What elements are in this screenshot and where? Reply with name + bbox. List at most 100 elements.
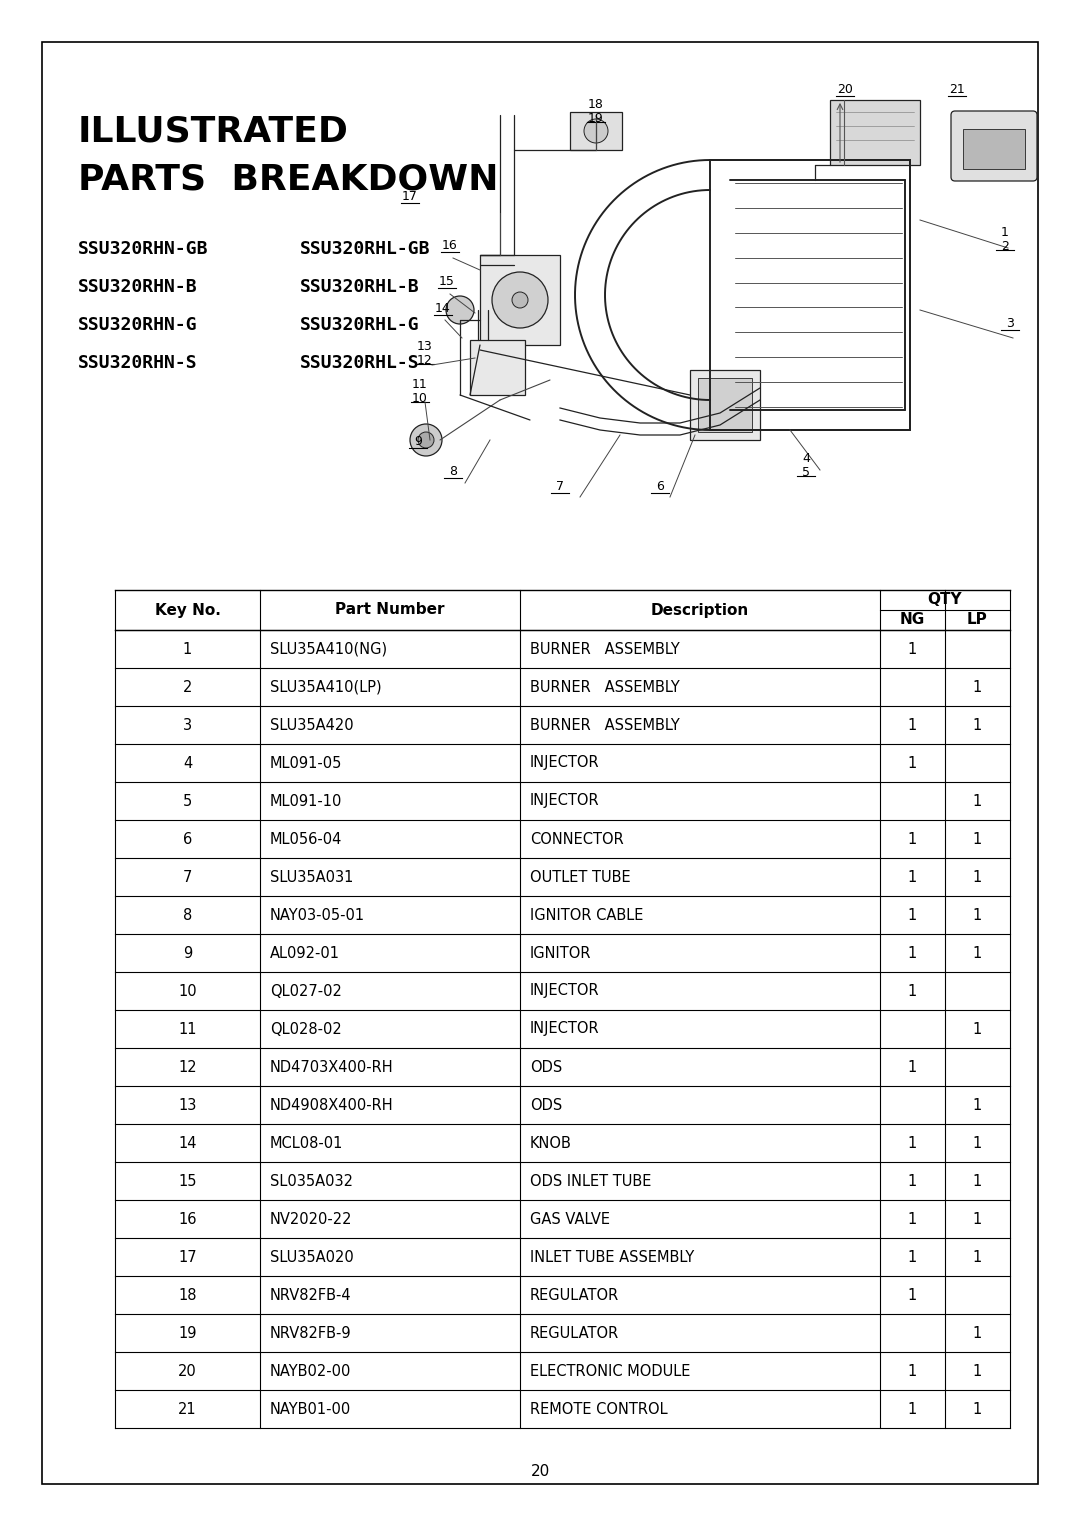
Bar bbox=[480, 255, 561, 345]
Text: 4: 4 bbox=[183, 755, 192, 771]
Text: 14: 14 bbox=[435, 302, 450, 314]
Text: REGULATOR: REGULATOR bbox=[530, 1288, 619, 1303]
Text: ND4703X400-RH: ND4703X400-RH bbox=[270, 1059, 393, 1074]
Text: ML056-04: ML056-04 bbox=[270, 832, 342, 847]
Text: NRV82FB-4: NRV82FB-4 bbox=[270, 1288, 352, 1303]
Text: QTY: QTY bbox=[928, 592, 962, 607]
Circle shape bbox=[512, 291, 528, 308]
Text: 1: 1 bbox=[973, 946, 982, 960]
Text: IGNITOR CABLE: IGNITOR CABLE bbox=[530, 908, 644, 923]
Text: SSU320RHN-GB: SSU320RHN-GB bbox=[78, 240, 208, 258]
FancyBboxPatch shape bbox=[951, 111, 1037, 182]
Text: 21: 21 bbox=[949, 82, 964, 96]
Text: 1: 1 bbox=[973, 1021, 982, 1036]
Text: SSU320RHL-B: SSU320RHL-B bbox=[300, 278, 420, 296]
Text: 1: 1 bbox=[908, 755, 917, 771]
Text: SLU35A420: SLU35A420 bbox=[270, 717, 353, 732]
Text: 1: 1 bbox=[973, 870, 982, 885]
Text: 6: 6 bbox=[656, 481, 664, 493]
Text: 11: 11 bbox=[178, 1021, 197, 1036]
Text: 1: 1 bbox=[1001, 226, 1009, 240]
Text: REMOTE CONTROL: REMOTE CONTROL bbox=[530, 1401, 667, 1416]
Text: 1: 1 bbox=[908, 870, 917, 885]
Text: 21: 21 bbox=[178, 1401, 197, 1416]
Text: SSU320RHL-G: SSU320RHL-G bbox=[300, 316, 420, 334]
Bar bbox=[690, 369, 760, 439]
Text: QL028-02: QL028-02 bbox=[270, 1021, 341, 1036]
Text: NRV82FB-9: NRV82FB-9 bbox=[270, 1326, 352, 1340]
Text: 1: 1 bbox=[973, 832, 982, 847]
Text: 1: 1 bbox=[908, 1250, 917, 1265]
Text: 20: 20 bbox=[530, 1463, 550, 1479]
Text: 1: 1 bbox=[908, 1173, 917, 1189]
Text: 20: 20 bbox=[837, 82, 853, 96]
Text: KNOB: KNOB bbox=[530, 1135, 572, 1151]
Text: SSU320RHN-S: SSU320RHN-S bbox=[78, 354, 198, 372]
Text: 18: 18 bbox=[178, 1288, 197, 1303]
Text: ODS: ODS bbox=[530, 1059, 563, 1074]
Text: 14: 14 bbox=[178, 1135, 197, 1151]
Text: LP: LP bbox=[967, 612, 988, 627]
Text: 3: 3 bbox=[1007, 317, 1014, 330]
Text: SLU35A031: SLU35A031 bbox=[270, 870, 353, 885]
Circle shape bbox=[418, 432, 434, 449]
Text: 1: 1 bbox=[908, 1212, 917, 1227]
Bar bbox=[698, 378, 752, 432]
Text: Part Number: Part Number bbox=[335, 603, 445, 618]
Text: 19: 19 bbox=[178, 1326, 197, 1340]
Text: INLET TUBE ASSEMBLY: INLET TUBE ASSEMBLY bbox=[530, 1250, 694, 1265]
Text: 12: 12 bbox=[178, 1059, 197, 1074]
Text: 1: 1 bbox=[908, 717, 917, 732]
Text: 1: 1 bbox=[973, 717, 982, 732]
Text: BURNER   ASSEMBLY: BURNER ASSEMBLY bbox=[530, 679, 679, 694]
Text: 9: 9 bbox=[414, 435, 422, 449]
Text: 1: 1 bbox=[973, 1250, 982, 1265]
Text: NAYB01-00: NAYB01-00 bbox=[270, 1401, 351, 1416]
Text: 1: 1 bbox=[183, 641, 192, 656]
Text: 13: 13 bbox=[417, 340, 433, 353]
Text: 16: 16 bbox=[178, 1212, 197, 1227]
Text: ILLUSTRATED: ILLUSTRATED bbox=[78, 114, 349, 150]
Text: 2: 2 bbox=[1001, 240, 1009, 253]
Text: INJECTOR: INJECTOR bbox=[530, 1021, 599, 1036]
Text: 1: 1 bbox=[908, 1401, 917, 1416]
Text: 1: 1 bbox=[973, 1097, 982, 1112]
Text: 1: 1 bbox=[908, 1135, 917, 1151]
Text: 1: 1 bbox=[908, 1364, 917, 1378]
Text: Key No.: Key No. bbox=[154, 603, 220, 618]
Text: Description: Description bbox=[651, 603, 750, 618]
Text: GAS VALVE: GAS VALVE bbox=[530, 1212, 610, 1227]
Text: MCL08-01: MCL08-01 bbox=[270, 1135, 343, 1151]
Text: AL092-01: AL092-01 bbox=[270, 946, 340, 960]
Text: NAYB02-00: NAYB02-00 bbox=[270, 1364, 351, 1378]
Circle shape bbox=[492, 272, 548, 328]
Text: 11: 11 bbox=[413, 378, 428, 391]
Text: 3: 3 bbox=[183, 717, 192, 732]
Text: REGULATOR: REGULATOR bbox=[530, 1326, 619, 1340]
Text: 10: 10 bbox=[178, 983, 197, 998]
Text: 1: 1 bbox=[973, 679, 982, 694]
Text: 10: 10 bbox=[413, 392, 428, 404]
Text: 8: 8 bbox=[183, 908, 192, 923]
Text: ML091-05: ML091-05 bbox=[270, 755, 342, 771]
Text: ODS INLET TUBE: ODS INLET TUBE bbox=[530, 1173, 651, 1189]
Text: 8: 8 bbox=[449, 465, 457, 478]
Text: 4: 4 bbox=[802, 452, 810, 465]
Text: 1: 1 bbox=[908, 908, 917, 923]
Text: 1: 1 bbox=[908, 1288, 917, 1303]
Circle shape bbox=[410, 424, 442, 456]
Text: NV2020-22: NV2020-22 bbox=[270, 1212, 352, 1227]
Text: 9: 9 bbox=[183, 946, 192, 960]
Text: ODS: ODS bbox=[530, 1097, 563, 1112]
Text: 19: 19 bbox=[589, 111, 604, 125]
Text: 13: 13 bbox=[178, 1097, 197, 1112]
Text: SSU320RHN-G: SSU320RHN-G bbox=[78, 316, 198, 334]
Text: 18: 18 bbox=[589, 98, 604, 111]
Text: SLU35A020: SLU35A020 bbox=[270, 1250, 354, 1265]
Text: 15: 15 bbox=[440, 275, 455, 288]
Text: SL035A032: SL035A032 bbox=[270, 1173, 353, 1189]
Bar bbox=[963, 130, 1025, 169]
Text: 1: 1 bbox=[973, 908, 982, 923]
Text: 5: 5 bbox=[802, 465, 810, 479]
Text: 1: 1 bbox=[908, 1059, 917, 1074]
